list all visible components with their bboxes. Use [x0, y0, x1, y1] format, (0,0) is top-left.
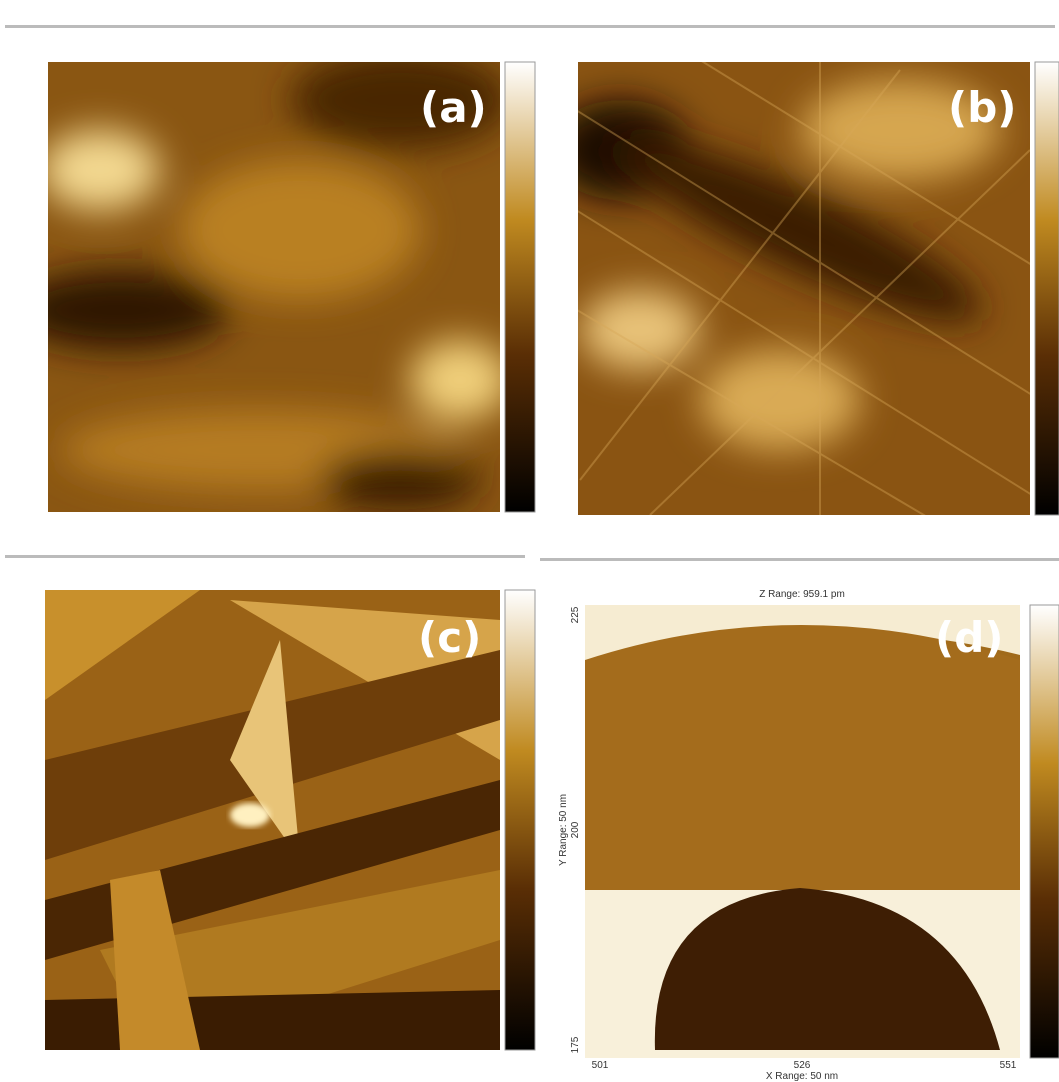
colorbar [1035, 62, 1059, 515]
panel-label: (d) [935, 613, 1003, 662]
colorbar [1030, 605, 1059, 1058]
texture [410, 340, 510, 420]
facet [45, 990, 500, 1050]
x-tick-label: 501 [592, 1060, 609, 1071]
texture [40, 130, 160, 210]
texture [180, 160, 420, 300]
header-line [540, 558, 1059, 561]
panel-label: (a) [420, 83, 487, 132]
header-line [5, 25, 1055, 28]
figure: (a) (b) (c) [0, 0, 1059, 1082]
x-axis-label: X Range: 50 nm [766, 1071, 838, 1082]
texture [700, 350, 860, 450]
texture [580, 290, 700, 370]
y-axis-label: Y Range: 50 nm [558, 794, 569, 866]
panel-label: (c) [418, 613, 481, 662]
surface [585, 625, 1020, 890]
colorbar [505, 590, 535, 1050]
afm-image-d [585, 605, 1020, 1058]
texture [10, 270, 230, 350]
texture [320, 450, 480, 510]
colorbar [505, 62, 535, 512]
x-tick-label: 526 [794, 1060, 811, 1071]
y-tick-label: 200 [570, 821, 581, 838]
y-tick-label: 175 [570, 1036, 581, 1053]
z-range: Z Range: 959.1 pm [759, 589, 845, 600]
panel-label: (b) [948, 83, 1016, 132]
y-tick-label: 225 [570, 606, 581, 623]
afm-image-b [550, 60, 1040, 560]
header-line [5, 555, 525, 558]
x-tick-label: 551 [1000, 1060, 1017, 1071]
texture [230, 803, 270, 827]
